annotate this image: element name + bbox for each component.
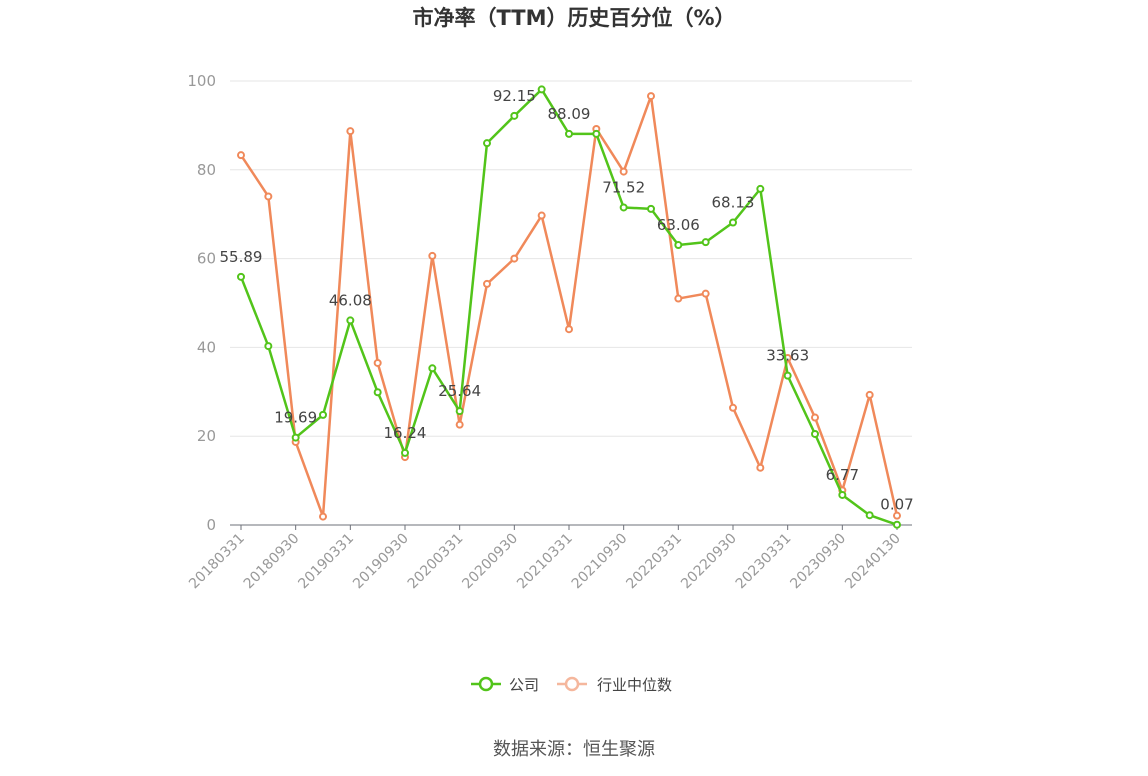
data-point [592, 129, 601, 138]
data-point [401, 448, 409, 457]
data-point [565, 325, 573, 334]
data-point [674, 241, 683, 250]
y-axis: 0 20 40 60 80 100 [187, 72, 216, 534]
data-point [619, 167, 628, 176]
x-tick-label: 20230930 [787, 531, 849, 593]
data-point [537, 211, 546, 220]
chart-title: 市净率（TTM）历史百分位（%） [412, 6, 735, 30]
x-axis: 2018033120180930201903312019093020200331… [186, 524, 912, 593]
x-tick-label: 20220331 [623, 531, 685, 593]
data-point [346, 127, 355, 136]
data-point [455, 420, 464, 429]
data-label: 55.89 [220, 248, 263, 266]
data-point [865, 390, 874, 399]
x-tick-label: 20220930 [678, 531, 740, 593]
data-point [237, 272, 245, 281]
legend[interactable]: 公司 行业中位数 [471, 676, 672, 694]
data-label: 46.08 [329, 291, 372, 309]
data-point [865, 511, 874, 520]
x-tick-label: 20210930 [569, 531, 631, 593]
x-tick-label: 20240130 [842, 531, 904, 593]
x-tick-label: 20200930 [459, 531, 521, 593]
data-point [701, 289, 710, 298]
data-point [893, 520, 901, 529]
y-tick-label: 20 [197, 427, 216, 445]
series-layer [237, 85, 901, 529]
data-point [756, 463, 765, 472]
data-label: 16.24 [384, 424, 427, 442]
legend-label: 公司 [509, 676, 539, 694]
legend-marker [478, 676, 494, 692]
data-point [319, 512, 327, 521]
data-point [565, 129, 573, 138]
data-point [319, 410, 327, 419]
data-point [729, 403, 737, 412]
y-tick-label: 100 [187, 72, 216, 90]
data-point [373, 358, 382, 367]
data-label: 19.69 [274, 409, 317, 427]
data-point [428, 364, 437, 373]
data-label: 88.09 [548, 105, 591, 123]
data-point [619, 203, 628, 212]
data-point [428, 251, 437, 260]
x-tick-label: 20230331 [733, 531, 795, 593]
legend-label: 行业中位数 [597, 676, 672, 694]
x-tick-label: 20180331 [186, 531, 248, 593]
x-tick-label: 20190930 [350, 531, 412, 593]
data-labels: 55.89 19.69 46.08 16.24 25.64 92.15 88.09 71.52… [220, 87, 914, 514]
data-point [510, 254, 519, 263]
data-point [729, 218, 737, 227]
data-point [701, 238, 710, 247]
data-point [756, 184, 765, 193]
data-point [455, 407, 464, 416]
data-label: 33.63 [766, 347, 809, 365]
data-point [893, 511, 901, 520]
data-point [674, 294, 683, 303]
data-point [264, 192, 273, 201]
data-label: 63.06 [657, 216, 700, 234]
y-tick-label: 60 [197, 250, 216, 268]
data-point [647, 92, 655, 101]
data-point [373, 388, 382, 397]
data-point [811, 413, 819, 422]
data-point [811, 429, 819, 438]
data-point [291, 433, 300, 442]
data-point [264, 342, 273, 351]
source-note: 数据来源：恒生聚源 [493, 739, 655, 760]
data-point [510, 111, 519, 120]
data-label: 71.52 [602, 178, 645, 196]
y-tick-label: 40 [197, 338, 216, 356]
x-tick-label: 20210331 [514, 531, 576, 593]
x-tick-label: 20200331 [405, 531, 467, 593]
data-point [647, 204, 655, 213]
data-label: 68.13 [712, 194, 755, 212]
x-tick-label: 20190331 [295, 531, 357, 593]
legend-item-1[interactable]: 行业中位数 [557, 676, 672, 694]
y-tick-label: 80 [197, 161, 216, 179]
data-label: 6.77 [826, 466, 859, 484]
data-point [483, 139, 491, 148]
data-label: 92.15 [493, 87, 536, 105]
data-label: 25.64 [438, 382, 481, 400]
x-tick-label: 20180930 [241, 531, 303, 593]
data-point [346, 316, 355, 325]
data-point [237, 151, 245, 160]
data-label: 0.07 [880, 496, 913, 514]
data-point [483, 279, 491, 288]
y-tick-label: 0 [206, 516, 216, 534]
legend-item-0[interactable]: 公司 [471, 676, 539, 694]
data-point [537, 85, 546, 94]
data-point [838, 490, 847, 499]
data-point [783, 371, 792, 380]
legend-marker [564, 676, 580, 692]
